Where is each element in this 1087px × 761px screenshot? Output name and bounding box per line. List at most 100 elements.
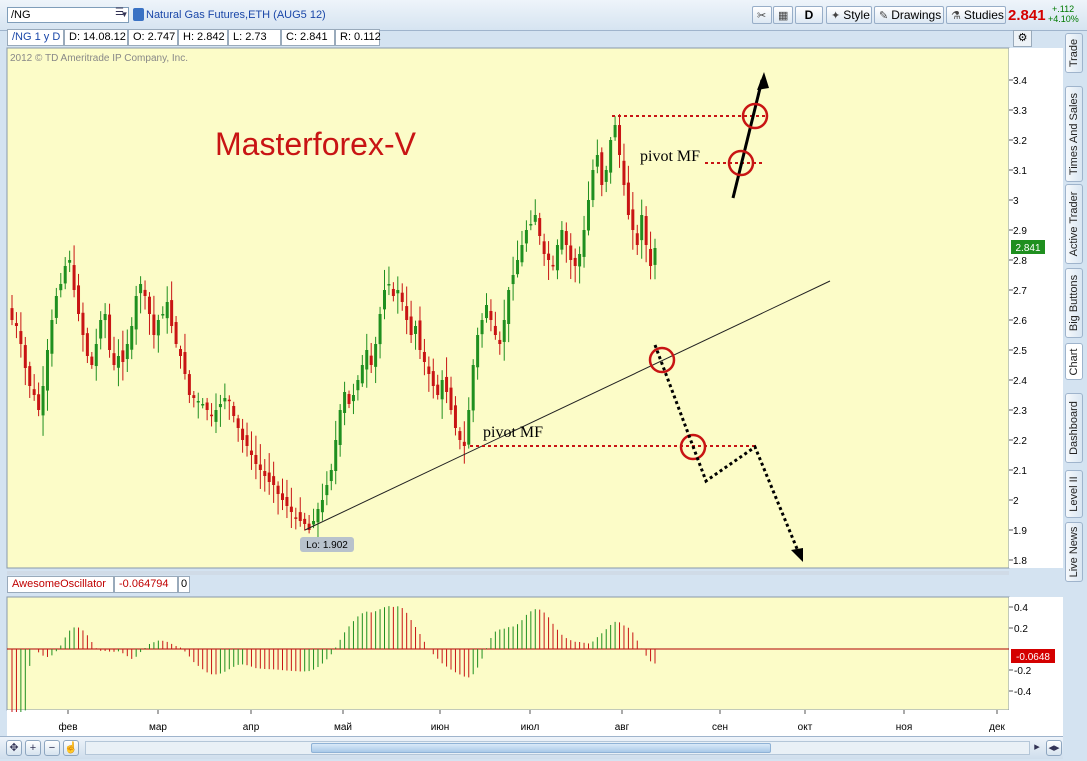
tab-live-news[interactable]: Live News — [1065, 522, 1083, 582]
price-tick-label: 3.4 — [1013, 76, 1027, 87]
candle-body — [68, 260, 72, 263]
side-panel-tabs: Trade Times And Sales Active Trader Big … — [1063, 30, 1085, 730]
candle-body — [351, 395, 355, 402]
candle-body — [569, 245, 573, 260]
trend-line — [304, 280, 831, 531]
panel-splitter[interactable] — [7, 571, 1009, 575]
scroll-right-icon[interactable]: ▸ — [1034, 741, 1040, 753]
candle-body — [529, 224, 533, 226]
candle-body — [54, 296, 58, 318]
price-chart: Masterforex-V pivot MF pivot MF Lo: 1.902 2.… — [6, 47, 1063, 736]
studies-button[interactable]: ⚗ Studies — [946, 6, 1006, 24]
zoom-out-icon[interactable]: − — [44, 740, 60, 756]
candle-body — [586, 200, 590, 231]
candle-body — [329, 470, 333, 482]
candle-body — [449, 387, 453, 410]
price-tick-label: 1.8 — [1013, 556, 1027, 567]
tools-icon[interactable]: ✂ — [752, 6, 772, 24]
symbol-input[interactable] — [8, 8, 111, 22]
candle-body — [338, 410, 342, 445]
price-tag-box — [1011, 240, 1045, 254]
candle-body — [436, 384, 440, 395]
symbol-period[interactable]: /NG 1 y D — [7, 29, 64, 46]
candle-body — [32, 389, 36, 395]
candle-body — [205, 402, 209, 410]
time-axis — [7, 710, 1063, 736]
candle-body — [573, 257, 577, 266]
osc-tick-label: -0.4 — [1014, 687, 1032, 698]
oscillator-plot-area[interactable] — [6, 596, 1010, 711]
candle-body — [134, 296, 138, 330]
bearish-path — [653, 344, 802, 557]
change-absolute: +.112 — [1052, 4, 1075, 14]
zoom-in-icon[interactable]: + — [25, 740, 41, 756]
candle-body — [281, 493, 285, 500]
candle-body — [551, 264, 555, 267]
candle-body — [63, 266, 67, 284]
candle-body — [130, 326, 134, 350]
candle-body — [227, 399, 231, 402]
oscillator-extra: 0 — [178, 576, 190, 593]
tab-chart[interactable]: Chart — [1065, 343, 1083, 380]
osc-tick-label: 0.2 — [1014, 624, 1028, 635]
candle-body — [422, 351, 426, 362]
candle-body — [187, 374, 191, 395]
symbol-menu-icon[interactable]: ☰ — [115, 7, 124, 18]
candle-body — [547, 253, 551, 260]
price-tick-label: 2.5 — [1013, 346, 1027, 357]
grid-icon[interactable]: ▦ — [773, 6, 793, 24]
candle-body — [41, 386, 45, 416]
expand-icon[interactable]: ◂▸ — [1046, 740, 1062, 756]
scroll-thumb[interactable] — [311, 743, 771, 753]
tab-dashboard[interactable]: Dashboard — [1065, 393, 1083, 463]
candle-body — [467, 410, 471, 445]
candle-body — [258, 464, 262, 470]
candle-body — [99, 320, 103, 339]
candle-body — [10, 308, 14, 320]
time-tick-label: сен — [712, 722, 728, 733]
candle-body — [493, 325, 497, 335]
time-tick-label: ноя — [896, 722, 913, 733]
candle-body — [542, 241, 546, 254]
candle-body — [143, 289, 147, 296]
price-tick-label: 2.3 — [1013, 406, 1027, 417]
candle-body — [50, 320, 54, 354]
symbol-selector[interactable]: ▼ — [7, 7, 129, 23]
chevron-down-icon[interactable]: ▼ — [120, 10, 129, 19]
candle-body — [289, 506, 293, 512]
candle-body — [192, 395, 196, 398]
highlight-circle — [727, 149, 755, 177]
candle-body — [382, 290, 386, 310]
candle-body — [19, 331, 23, 344]
chart-settings-icon[interactable]: ⚙ — [1013, 30, 1032, 47]
time-scrollbar[interactable] — [85, 741, 1030, 755]
price-tick-label: 3.1 — [1013, 166, 1027, 177]
drawings-button[interactable]: ✎ Drawings — [874, 6, 944, 24]
tab-times-and-sales[interactable]: Times And Sales — [1065, 86, 1083, 182]
style-label: Style — [843, 8, 870, 22]
pan-icon[interactable]: ✥ — [6, 740, 22, 756]
price-tick-label: 2.2 — [1013, 436, 1027, 447]
cursor-hand-icon[interactable]: ☝ — [63, 740, 79, 756]
candle-body — [325, 485, 329, 496]
candle-body — [418, 320, 422, 350]
tab-level-ii[interactable]: Level II — [1065, 470, 1083, 518]
candle-body — [360, 365, 364, 384]
oscillator-name[interactable]: AwesomeOscillator — [7, 576, 114, 593]
candle-body — [613, 125, 617, 138]
period-button[interactable]: D — [795, 6, 823, 24]
candle-body — [471, 365, 475, 411]
candle-body — [622, 160, 626, 185]
time-tick-label: авг — [615, 722, 630, 733]
candle-body — [267, 472, 271, 482]
candle-body — [489, 310, 493, 320]
info-range: R: 0.112 — [335, 29, 381, 46]
tab-big-buttons[interactable]: Big Buttons — [1065, 268, 1083, 338]
candle-body — [440, 380, 444, 400]
tab-active-trader[interactable]: Active Trader — [1065, 184, 1083, 264]
candle-body — [263, 471, 267, 476]
candle-body — [533, 215, 537, 222]
tab-trade[interactable]: Trade — [1065, 33, 1083, 73]
candle-body — [179, 349, 183, 356]
style-button[interactable]: ✦ Style — [826, 6, 872, 24]
